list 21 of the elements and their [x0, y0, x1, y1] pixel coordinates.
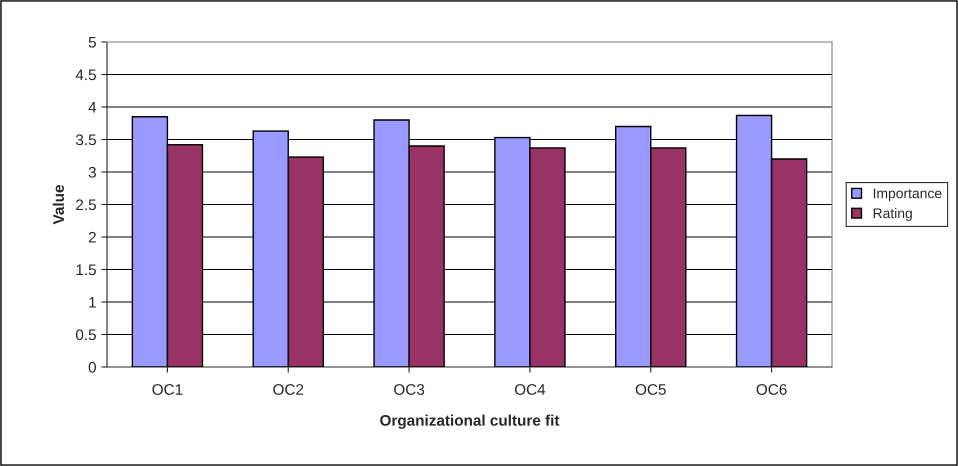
x-tick-label: OC5: [636, 384, 666, 395]
y-tick-label: 4.5: [76, 70, 96, 80]
y-tick-label: 3.5: [76, 134, 96, 146]
legend-label: Importance: [874, 188, 942, 202]
y-tick-label: 2: [88, 232, 96, 243]
y-tick-label: 1.5: [76, 264, 96, 276]
x-tick-label: OC2: [273, 384, 304, 395]
y-tick-label: 1: [89, 297, 96, 308]
x-tick-label: OC6: [756, 384, 787, 395]
y-axis-title: Value: [52, 185, 64, 224]
legend-label: Rating: [874, 208, 912, 221]
x-tick-label: OC1: [152, 384, 182, 395]
y-tick-label: 4: [88, 102, 96, 113]
x-axis-title: Organizational culture fit: [380, 414, 560, 429]
y-tick-label: 5: [88, 37, 96, 48]
y-tick-label: 0: [88, 362, 96, 373]
x-tick-label: OC4: [514, 384, 546, 395]
y-tick-label: 2.5: [76, 199, 96, 210]
x-tick-label: OC3: [394, 384, 424, 395]
y-tick-label: 3: [88, 166, 96, 178]
y-tick-label: 0.5: [76, 329, 96, 340]
